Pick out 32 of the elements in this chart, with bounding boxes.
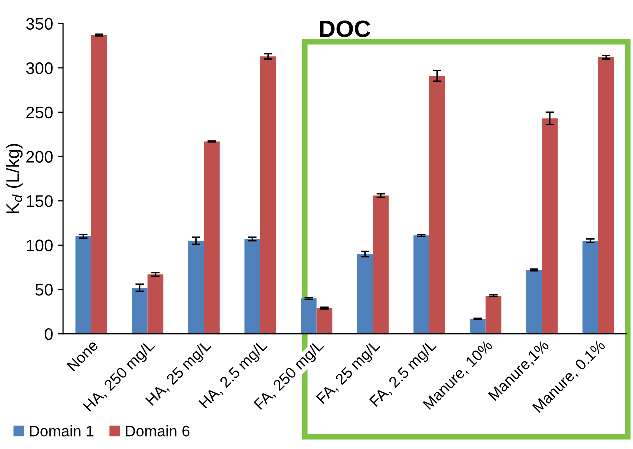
y-tick-label: 150 [27, 195, 53, 208]
bar [188, 240, 204, 334]
bar [316, 308, 333, 334]
bar [598, 57, 614, 334]
y-tick-label: 50 [36, 284, 53, 296]
bar [244, 239, 260, 334]
y-tick-label: 350 [26, 18, 53, 30]
bar [373, 196, 389, 334]
y-tick-label: 100 [27, 240, 53, 252]
bar [582, 240, 598, 334]
y-tick-label: 200 [26, 151, 53, 163]
bar [486, 296, 502, 334]
bar [91, 35, 108, 334]
bar [204, 142, 220, 334]
y-tick-label: 300 [26, 62, 53, 74]
y-tick-label: 250 [26, 106, 53, 119]
y-axis-title: K$_{d}$ (L/kg) [6, 144, 23, 214]
bar [132, 288, 148, 334]
legend-label: Domain 1 [30, 426, 94, 437]
bar [301, 298, 317, 334]
bar [76, 236, 92, 334]
bar [148, 274, 164, 334]
bar [429, 76, 446, 334]
bar [470, 318, 486, 334]
bar [414, 236, 430, 334]
bar [526, 270, 542, 334]
legend-label: Domain 6 [126, 426, 190, 437]
bar [260, 56, 276, 334]
bar [357, 254, 374, 334]
chart-title: DOC [320, 20, 371, 38]
bar [542, 118, 558, 334]
y-tick-label: 0 [44, 328, 53, 340]
